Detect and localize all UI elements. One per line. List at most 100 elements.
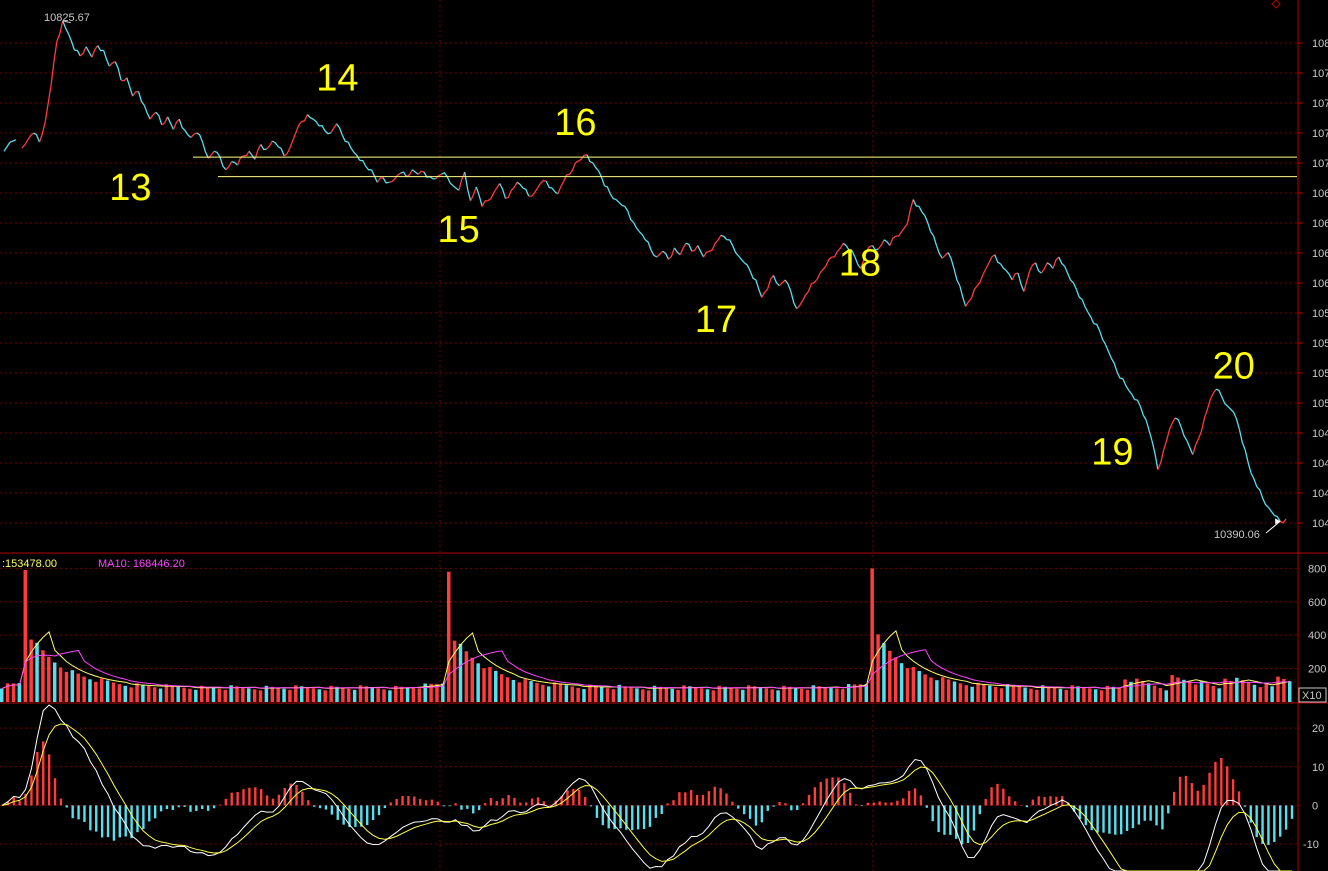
price-segment	[324, 130, 331, 135]
macd-bar	[1084, 805, 1088, 826]
macd-bar	[642, 805, 646, 830]
macd-bar	[1149, 805, 1152, 821]
price-segment	[1070, 279, 1077, 290]
price-segment	[819, 265, 827, 274]
price-segment	[400, 171, 407, 177]
volume-bar	[652, 685, 657, 702]
price-axis-label: 105	[1312, 308, 1328, 320]
volume-bar	[529, 681, 533, 702]
volume-bar	[323, 690, 327, 702]
macd-bar	[701, 794, 705, 806]
macd-bar	[536, 797, 540, 806]
volume-bar	[523, 679, 527, 702]
volume-axis-label: 200	[1308, 664, 1326, 676]
volume-bar	[288, 689, 292, 702]
volume-bar	[1140, 680, 1145, 702]
volume-bar	[364, 686, 369, 702]
volume-bar	[1246, 682, 1251, 702]
macd-bar	[966, 805, 970, 844]
price-segment	[644, 239, 652, 251]
price-axis-label: 104	[1312, 488, 1328, 500]
macd-bar	[1214, 761, 1217, 806]
volume-bar	[158, 688, 163, 702]
price-segment	[1203, 399, 1211, 419]
price-segment	[1232, 411, 1241, 430]
price-segment	[935, 245, 943, 259]
volume-bar	[758, 687, 763, 702]
macd-bar	[224, 798, 228, 806]
volume-bar	[1270, 686, 1274, 702]
volume-bar	[482, 668, 486, 702]
macd-bar	[796, 805, 799, 810]
macd-bar	[159, 805, 163, 812]
macd-bar	[1019, 805, 1023, 806]
price-segment	[965, 297, 972, 307]
volume-bar	[111, 682, 116, 702]
macd-bar	[148, 805, 151, 822]
volume-bar	[535, 682, 539, 702]
volume-bar	[317, 689, 322, 702]
price-segment	[149, 111, 157, 120]
macd-bar	[242, 789, 245, 806]
volume-bar	[282, 688, 286, 702]
macd-bar	[572, 788, 575, 806]
volume-multiplier-box	[1298, 687, 1327, 703]
volume-bar	[929, 677, 933, 702]
volume-bar	[1158, 687, 1163, 702]
price-segment	[301, 114, 309, 123]
volume-bar	[1288, 681, 1292, 702]
price-segment	[580, 154, 588, 160]
volume-bar	[576, 687, 580, 702]
macd-bar	[1172, 791, 1176, 806]
volume-bar	[335, 686, 339, 702]
volume-bar	[252, 689, 257, 702]
price-segment	[446, 176, 454, 187]
price-segment	[1017, 272, 1025, 292]
wave-label-20: 20	[1213, 345, 1255, 387]
price-segment	[67, 33, 76, 51]
volume-bar	[23, 570, 28, 702]
macd-bar	[1119, 805, 1123, 835]
price-segment	[91, 45, 99, 58]
volume-bar	[770, 689, 774, 702]
volume-bar	[999, 688, 1004, 702]
macd-bar	[519, 802, 522, 806]
volume-bar	[882, 643, 886, 702]
high-price-label: 10825.67	[44, 12, 90, 24]
macd-bar	[654, 805, 658, 818]
macd-bar	[1208, 772, 1211, 806]
volume-axis: 800 600 400 200	[1308, 563, 1326, 675]
volume-bar	[511, 679, 516, 702]
price-segment	[1064, 265, 1072, 281]
price-segment	[79, 46, 87, 57]
volume-bar	[458, 643, 463, 702]
price-segment	[161, 116, 169, 126]
macd-bar	[1137, 805, 1141, 825]
macd-bar	[937, 805, 940, 833]
volume-bar	[711, 690, 716, 702]
volume-bar	[0, 688, 4, 702]
price-segment	[505, 190, 512, 200]
macd-bar	[136, 805, 139, 833]
volume-bar	[1035, 689, 1039, 702]
price-segment	[1058, 256, 1066, 267]
macd-bar	[165, 805, 169, 810]
price-segment	[1023, 270, 1031, 292]
price-segment	[866, 244, 873, 252]
volume-bar	[1076, 686, 1080, 702]
price-segment	[1052, 256, 1060, 269]
macd-bar	[24, 793, 27, 806]
price-segment	[947, 252, 955, 269]
macd-bar	[153, 805, 157, 819]
price-segment	[1110, 357, 1118, 373]
price-segment	[685, 242, 693, 252]
macd-bar	[312, 805, 316, 807]
volume-bar	[1117, 687, 1121, 702]
macd-bar	[984, 798, 987, 806]
volume-bar	[1211, 685, 1216, 702]
volume-bar	[1199, 681, 1204, 702]
volume-bar	[546, 686, 551, 702]
macd-bar	[1202, 784, 1205, 806]
price-axis-label: 106	[1312, 218, 1328, 230]
macd-bar	[583, 797, 587, 806]
